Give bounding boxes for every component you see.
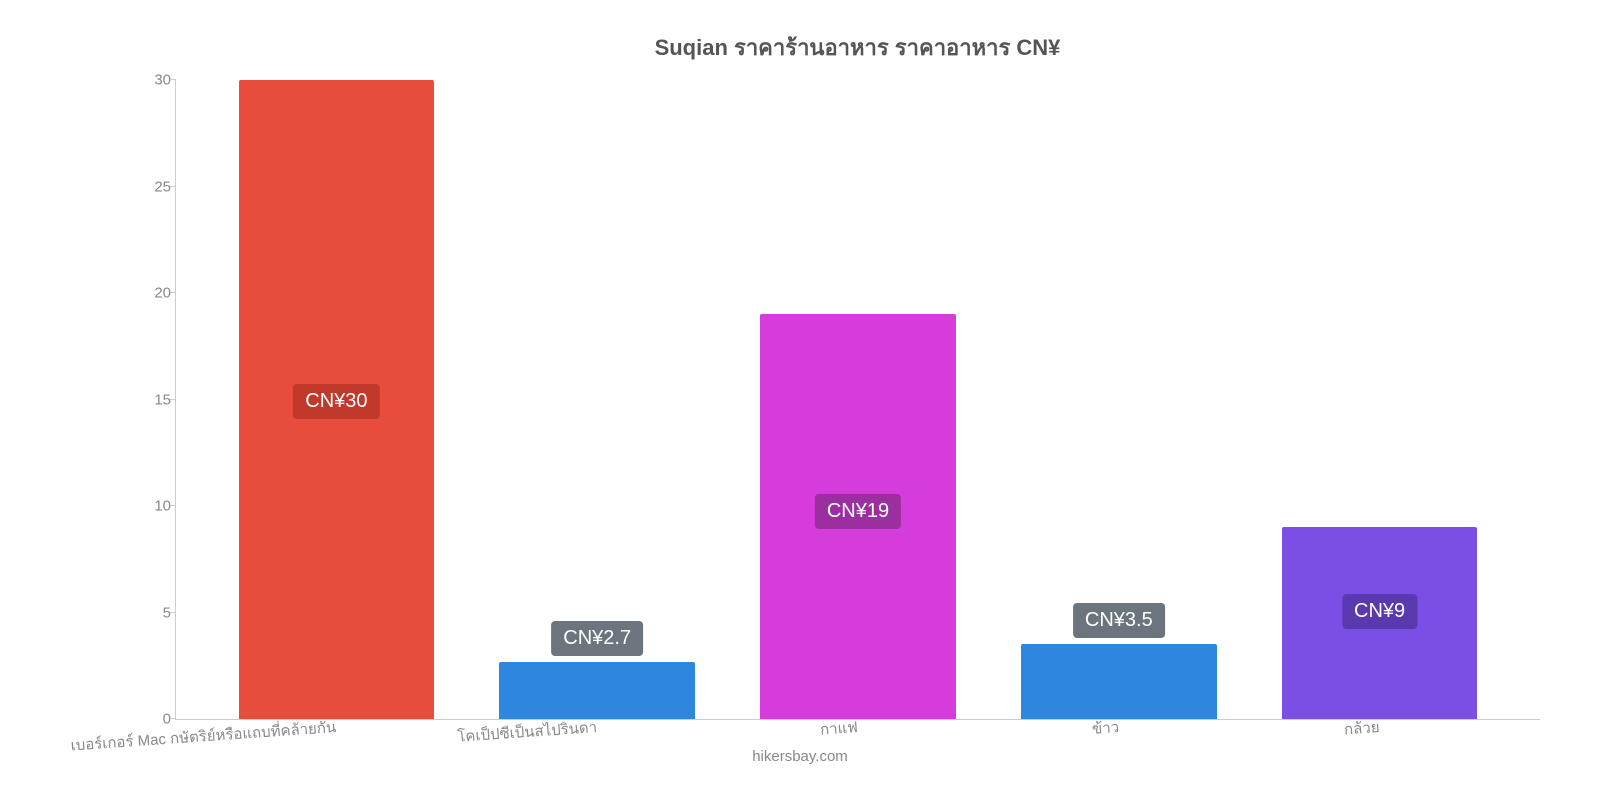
bar-value-label: CN¥9 bbox=[1342, 594, 1417, 629]
y-tick-mark bbox=[170, 718, 176, 719]
attribution-text: hikersbay.com bbox=[752, 748, 848, 765]
bar-value-label: CN¥19 bbox=[815, 494, 901, 529]
y-tick-label: 0 bbox=[131, 711, 171, 728]
chart-title: Suqian ราคาร้านอาหาร ราคาอาหาร CN¥ bbox=[175, 30, 1540, 65]
bar-group: CN¥9กล้วย bbox=[1249, 80, 1510, 719]
y-tick-label: 15 bbox=[131, 391, 171, 408]
x-axis-label: เบอร์เกอร์ Mac กษัตริย์หรือแถบที่คล้ายกั… bbox=[70, 715, 337, 758]
y-tick-mark bbox=[170, 612, 176, 613]
y-tick-mark bbox=[170, 399, 176, 400]
y-tick-label: 20 bbox=[131, 285, 171, 302]
y-tick-mark bbox=[170, 79, 176, 80]
y-tick-label: 10 bbox=[131, 498, 171, 515]
y-tick-mark bbox=[170, 505, 176, 506]
bar-group: CN¥30เบอร์เกอร์ Mac กษัตริย์หรือแถบที่คล… bbox=[206, 80, 467, 719]
x-axis-label: กาแฟ bbox=[819, 715, 858, 742]
y-tick-label: 30 bbox=[131, 72, 171, 89]
bar-value-label: CN¥30 bbox=[293, 384, 379, 419]
y-tick-mark bbox=[170, 292, 176, 293]
bar-group: CN¥19กาแฟ bbox=[728, 80, 989, 719]
y-tick-label: 25 bbox=[131, 178, 171, 195]
chart-container: Suqian ราคาร้านอาหาร ราคาอาหาร CN¥ CN¥30… bbox=[0, 0, 1600, 800]
bar bbox=[499, 662, 695, 720]
bars-wrapper: CN¥30เบอร์เกอร์ Mac กษัตริย์หรือแถบที่คล… bbox=[176, 80, 1540, 719]
bar-group: CN¥2.7โคเป็ปซีเป็นสไปรินดา bbox=[467, 80, 728, 719]
y-tick-label: 5 bbox=[131, 604, 171, 621]
bar-group: CN¥3.5ข้าว bbox=[988, 80, 1249, 719]
bar bbox=[1021, 644, 1217, 719]
bar-value-label: CN¥2.7 bbox=[551, 621, 643, 656]
x-axis-label: โคเป็ปซีเป็นสไปรินดา bbox=[457, 715, 598, 749]
x-axis-label: ข้าว bbox=[1091, 715, 1120, 741]
y-tick-mark bbox=[170, 186, 176, 187]
plot-area: CN¥30เบอร์เกอร์ Mac กษัตริย์หรือแถบที่คล… bbox=[175, 80, 1540, 720]
x-axis-label: กล้วย bbox=[1343, 715, 1380, 741]
bar-value-label: CN¥3.5 bbox=[1073, 603, 1165, 638]
